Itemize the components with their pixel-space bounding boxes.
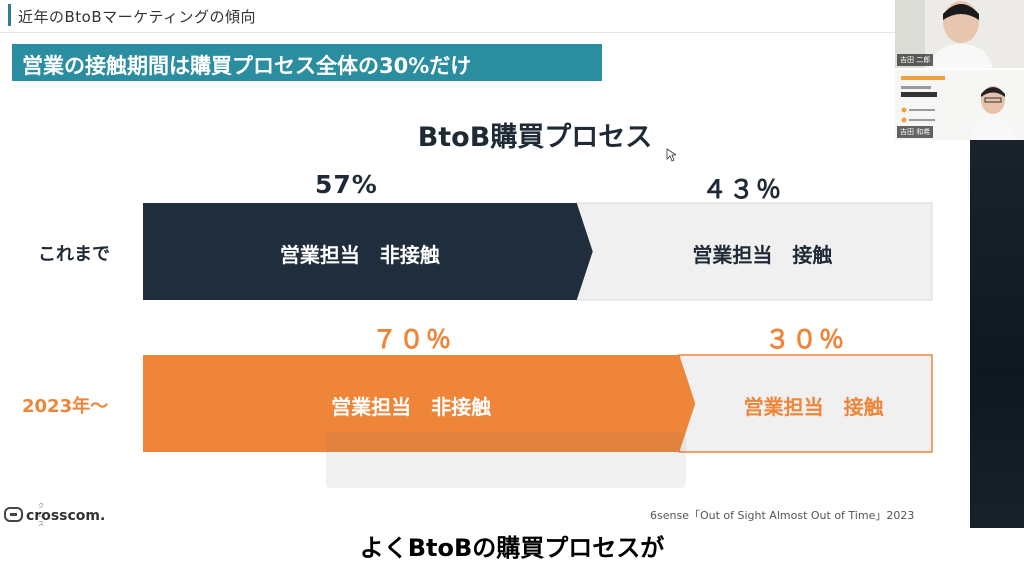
participant-video-tile-2[interactable]: 吉田 和希 (895, 70, 1024, 140)
bar-row1-noncontact (143, 203, 593, 300)
row-label-previous: これまで (38, 244, 110, 265)
bar-label-row2-noncontact: 営業担当 非接触 (331, 394, 492, 419)
pct-label-row2-left: ７０％ (372, 325, 454, 354)
bar-row2-noncontact (143, 355, 696, 452)
chart-title: BtoB購買プロセス (417, 122, 653, 153)
participant-name-2: 吉田 和希 (897, 126, 934, 138)
participant-name-1: 吉田 二郎 (897, 54, 934, 66)
bar-label-row1-contact: 営業担当 接触 (692, 242, 833, 267)
breadcrumb: 近年のBtoBマーケティングの傾向 (18, 8, 256, 26)
logo-text: crosscom. (26, 508, 106, 524)
header-bar: 近年のBtoBマーケティングの傾向 (0, 0, 895, 33)
slide: 近年のBtoBマーケティングの傾向 営業の接触期間は購買プロセス全体の30%だけ… (0, 0, 933, 546)
subtitle-caption: よくBtoBの購買プロセスが (0, 528, 1024, 569)
source-citation: 6sense「Out of Sight Almost Out of Time」2… (650, 509, 915, 522)
crosscom-logo-icon (4, 507, 23, 522)
pct-label-row2-right: ３０％ (765, 325, 847, 354)
pct-label-row1-left: 57% (315, 170, 378, 199)
bar-row1-contact (576, 202, 933, 301)
bar-label-row2-contact: 営業担当 接触 (743, 394, 884, 419)
participant-video-tile-1[interactable]: 吉田 二郎 (895, 0, 1024, 68)
slide-title: 営業の接触期間は購買プロセス全体の30%だけ (22, 54, 472, 78)
participant-avatar-2 (895, 70, 1024, 140)
background-strip (970, 140, 1024, 530)
bar-chart (143, 202, 933, 453)
header-accent (8, 4, 11, 26)
bar-row2-contact (678, 354, 933, 453)
crosscom-logo: クロスコム crosscom. (4, 503, 105, 546)
bar-label-row1-noncontact: 営業担当 非接触 (279, 242, 440, 267)
video-player-controls-overlay (326, 432, 686, 488)
participant-avatar-1 (895, 0, 1024, 68)
row-label-2023: 2023年～ (22, 396, 109, 417)
title-band: 営業の接触期間は購買プロセス全体の30%だけ (12, 44, 602, 81)
mouse-cursor-icon (666, 148, 676, 162)
pct-label-row1-right: ４３％ (702, 175, 784, 204)
